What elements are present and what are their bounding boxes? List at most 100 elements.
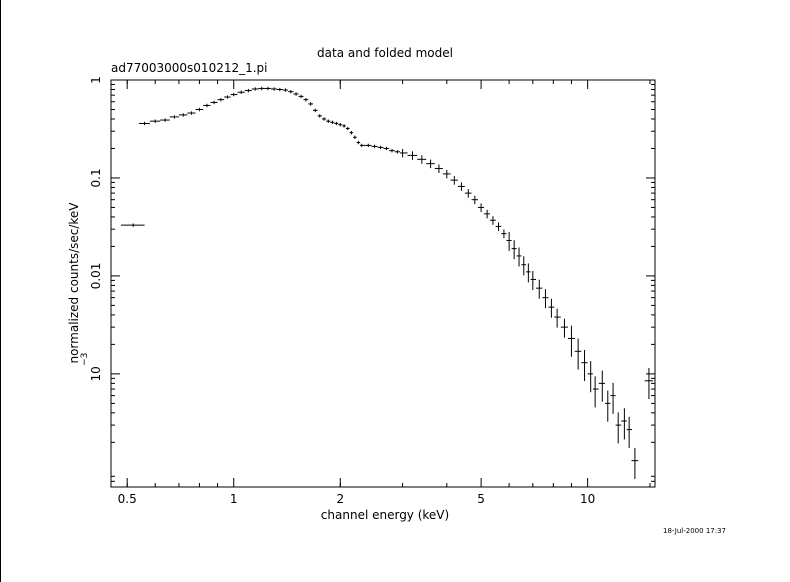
data-point: [342, 124, 346, 128]
data-point: [383, 146, 390, 151]
data-point: [521, 256, 527, 276]
x-axis-label: channel energy (keV): [321, 508, 449, 522]
x-tick-label: 10: [580, 492, 595, 506]
y-tick-label: 0.01: [89, 263, 103, 290]
data-point: [399, 148, 408, 158]
chart-subtitle: ad77003000s010212_1.pi: [111, 61, 268, 75]
data-point: [615, 412, 622, 444]
data-point: [334, 121, 339, 126]
data-point: [217, 97, 225, 102]
data-point: [187, 111, 196, 115]
data-points: [120, 86, 654, 479]
data-point: [271, 87, 277, 91]
data-point: [457, 182, 465, 191]
data-point: [526, 263, 531, 283]
data-point: [317, 114, 322, 118]
data-point: [644, 368, 654, 400]
data-point: [554, 308, 561, 328]
data-point: [389, 148, 395, 153]
data-point: [574, 338, 582, 370]
data-point: [450, 176, 458, 185]
data-point: [210, 100, 218, 105]
data-point: [371, 144, 378, 149]
data-point: [169, 115, 179, 119]
data-point: [120, 223, 145, 227]
data-point: [349, 130, 354, 135]
data-point: [298, 94, 304, 99]
data-point: [356, 140, 361, 145]
data-point: [282, 88, 289, 92]
data-point: [377, 145, 384, 150]
data-point: [434, 164, 443, 173]
y-ticks: 1 0.1 0.01 10−3: [80, 76, 655, 488]
data-point: [251, 87, 259, 91]
data-point: [511, 240, 517, 260]
data-point: [303, 97, 309, 102]
x-tick-label: 5: [477, 492, 485, 506]
data-point: [548, 298, 555, 318]
data-point: [417, 155, 427, 164]
data-point: [345, 126, 350, 131]
data-point: [471, 195, 478, 205]
data-point: [501, 229, 507, 239]
data-point: [338, 122, 343, 127]
data-point: [407, 151, 418, 160]
x-tick-label: 1: [230, 492, 238, 506]
data-point: [442, 169, 451, 179]
data-point: [567, 325, 575, 357]
data-point: [506, 232, 512, 252]
data-point: [330, 120, 335, 125]
data-point: [560, 318, 568, 338]
y-tick-label: 1: [89, 76, 103, 84]
data-point: [312, 108, 318, 113]
y-axis-label: normalized counts/sec/keV: [67, 202, 81, 364]
data-point: [598, 370, 606, 402]
data-point: [592, 376, 599, 408]
chart-title: data and folded model: [317, 46, 453, 60]
data-point: [360, 143, 366, 148]
x-tick-label: 0.5: [118, 492, 137, 506]
data-point: [308, 102, 313, 106]
data-point: [149, 119, 161, 123]
data-point: [490, 216, 496, 225]
data-point: [293, 92, 299, 96]
y-tick-label: 0.1: [89, 168, 103, 187]
y-tick-exponent: −3: [80, 353, 90, 366]
data-point: [365, 143, 372, 148]
data-point: [264, 86, 272, 91]
data-point: [464, 189, 472, 198]
data-point: [530, 271, 537, 291]
data-point: [244, 88, 252, 93]
data-point: [195, 107, 204, 112]
data-point: [610, 382, 616, 414]
data-point: [203, 103, 211, 108]
data-point: [587, 361, 593, 393]
plot-area: [110, 79, 656, 488]
data-point: [426, 159, 435, 169]
data-point: [258, 86, 265, 91]
data-point: [477, 203, 485, 212]
data-point: [326, 119, 331, 123]
data-point: [160, 118, 170, 122]
data-point: [626, 416, 633, 448]
data-point: [230, 92, 238, 97]
data-point: [536, 279, 543, 299]
data-point: [394, 150, 400, 154]
data-point: [178, 113, 188, 117]
data-point: [321, 117, 327, 121]
data-point: [353, 135, 357, 140]
x-ticks: 0.5 1 2 5 10: [118, 80, 651, 506]
data-point: [224, 95, 231, 99]
timestamp: 18-Jul-2000 17:37: [663, 527, 726, 535]
data-point: [237, 90, 245, 94]
data-point: [484, 209, 491, 219]
data-point: [542, 289, 549, 309]
data-point: [495, 222, 502, 231]
data-point: [516, 247, 522, 267]
data-point: [138, 121, 150, 126]
y-tick-label: 10: [89, 366, 103, 381]
data-point: [581, 349, 588, 382]
data-point: [631, 447, 639, 479]
